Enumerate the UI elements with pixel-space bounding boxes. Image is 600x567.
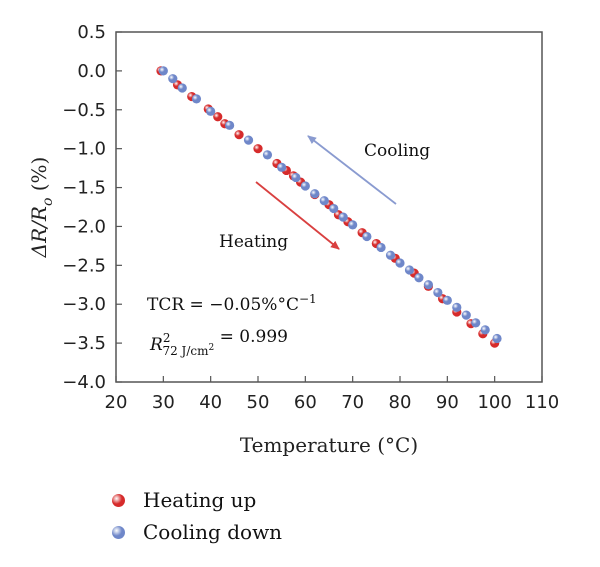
- data-point: [376, 242, 386, 253]
- legend-label-cooling: Cooling down: [143, 520, 283, 544]
- y-tick-label: −1.5: [62, 178, 106, 199]
- data-point: [362, 231, 372, 242]
- tcr-exponent: −1: [299, 292, 317, 306]
- legend-marker-heating: [112, 493, 125, 507]
- legend-marker-cooling: [112, 525, 125, 539]
- data-point: [225, 120, 235, 130]
- r2-subscript: 72 J/cm: [162, 344, 209, 358]
- data-point: [338, 212, 348, 222]
- data-point: [177, 83, 187, 93]
- tcr-main: TCR = −0.05%°C: [147, 295, 299, 315]
- data-point: [480, 325, 490, 335]
- data-point: [433, 287, 443, 298]
- y-tick-label: 0.5: [77, 22, 106, 43]
- data-point: [319, 196, 329, 206]
- y-axis-title-main: ΔR/R: [27, 206, 51, 258]
- tcr-annotation: TCR = −0.05%°C−1: [147, 292, 317, 315]
- data-point: [385, 250, 396, 260]
- x-tick-label: 100: [477, 392, 511, 413]
- y-axis-title: ΔR/Ro (%): [27, 157, 56, 259]
- data-points: [156, 66, 502, 348]
- cooling-arrow: [307, 135, 397, 205]
- axes: [115, 31, 543, 383]
- data-point: [414, 273, 424, 283]
- data-point: [277, 162, 287, 172]
- series-cooling-down: [158, 66, 502, 344]
- annotations: Cooling Heating TCR = −0.05%°C−1 R2 72 J/…: [147, 135, 430, 358]
- x-tick-label: 50: [247, 392, 270, 413]
- data-point: [262, 150, 273, 160]
- legend-item-cooling: Cooling down: [112, 516, 282, 548]
- r2-subscript-exponent: 2: [209, 343, 215, 353]
- legend: Heating up Cooling down: [112, 484, 282, 548]
- data-point: [452, 302, 462, 312]
- data-point: [471, 318, 481, 328]
- data-point: [243, 135, 254, 145]
- y-tick-label: −3.5: [62, 333, 106, 354]
- data-point: [158, 66, 168, 76]
- data-point: [492, 333, 502, 344]
- data-point: [206, 106, 216, 116]
- legend-label-heating: Heating up: [143, 488, 257, 512]
- data-point: [404, 265, 415, 275]
- data-point: [310, 189, 320, 199]
- x-tick-label: 90: [436, 392, 459, 413]
- data-point: [168, 74, 178, 84]
- data-point: [300, 181, 310, 191]
- y-axis-title-subscript: o: [40, 198, 56, 206]
- data-point: [234, 130, 244, 140]
- x-tick-label: 30: [152, 392, 175, 413]
- y-tick-label: 0.0: [77, 61, 106, 82]
- y-tick-label: −4.0: [62, 372, 106, 393]
- r2-value: = 0.999: [214, 327, 288, 347]
- data-point: [442, 295, 452, 305]
- tick-labels: 20 30 40 50 60 70 80 90 100 110 0.5 0.0 −0.5 −1.0 −1.5…: [62, 22, 559, 413]
- heating-arrow: [255, 181, 340, 250]
- data-point: [213, 112, 223, 122]
- chart: 20 30 40 50 60 70 80 90 100 110 0.5 0.0 −0.5 −1.0 −1.5…: [27, 22, 559, 457]
- data-point: [291, 172, 301, 183]
- cooling-label: Cooling: [364, 141, 430, 161]
- r2-annotation: R2 72 J/cm2 = 0.999: [149, 327, 288, 358]
- data-point: [348, 220, 358, 230]
- data-point: [423, 280, 433, 290]
- y-tick-label: −1.0: [62, 139, 106, 160]
- legend-item-heating: Heating up: [112, 484, 282, 516]
- x-tick-label: 70: [341, 392, 364, 413]
- y-axis-title-unit: (%): [27, 157, 51, 198]
- x-tick-label: 80: [389, 392, 412, 413]
- plot-frame: [115, 31, 543, 383]
- x-tick-label: 20: [105, 392, 128, 413]
- heating-label: Heating: [219, 232, 288, 252]
- data-point: [329, 203, 339, 214]
- data-point: [253, 144, 263, 154]
- y-tick-label: −0.5: [62, 100, 106, 121]
- data-point: [395, 258, 405, 268]
- r2-exponent: 2: [163, 331, 171, 345]
- x-tick-label: 60: [294, 392, 317, 413]
- y-tick-label: −2.0: [62, 216, 106, 237]
- data-point: [461, 310, 471, 320]
- x-axis-title: Temperature (°C): [240, 433, 418, 457]
- y-tick-label: −3.0: [62, 294, 106, 315]
- data-point: [191, 94, 202, 104]
- r2-symbol: R: [149, 335, 163, 355]
- x-tick-label: 40: [199, 392, 222, 413]
- x-tick-label: 110: [525, 392, 559, 413]
- y-tick-label: −2.5: [62, 255, 106, 276]
